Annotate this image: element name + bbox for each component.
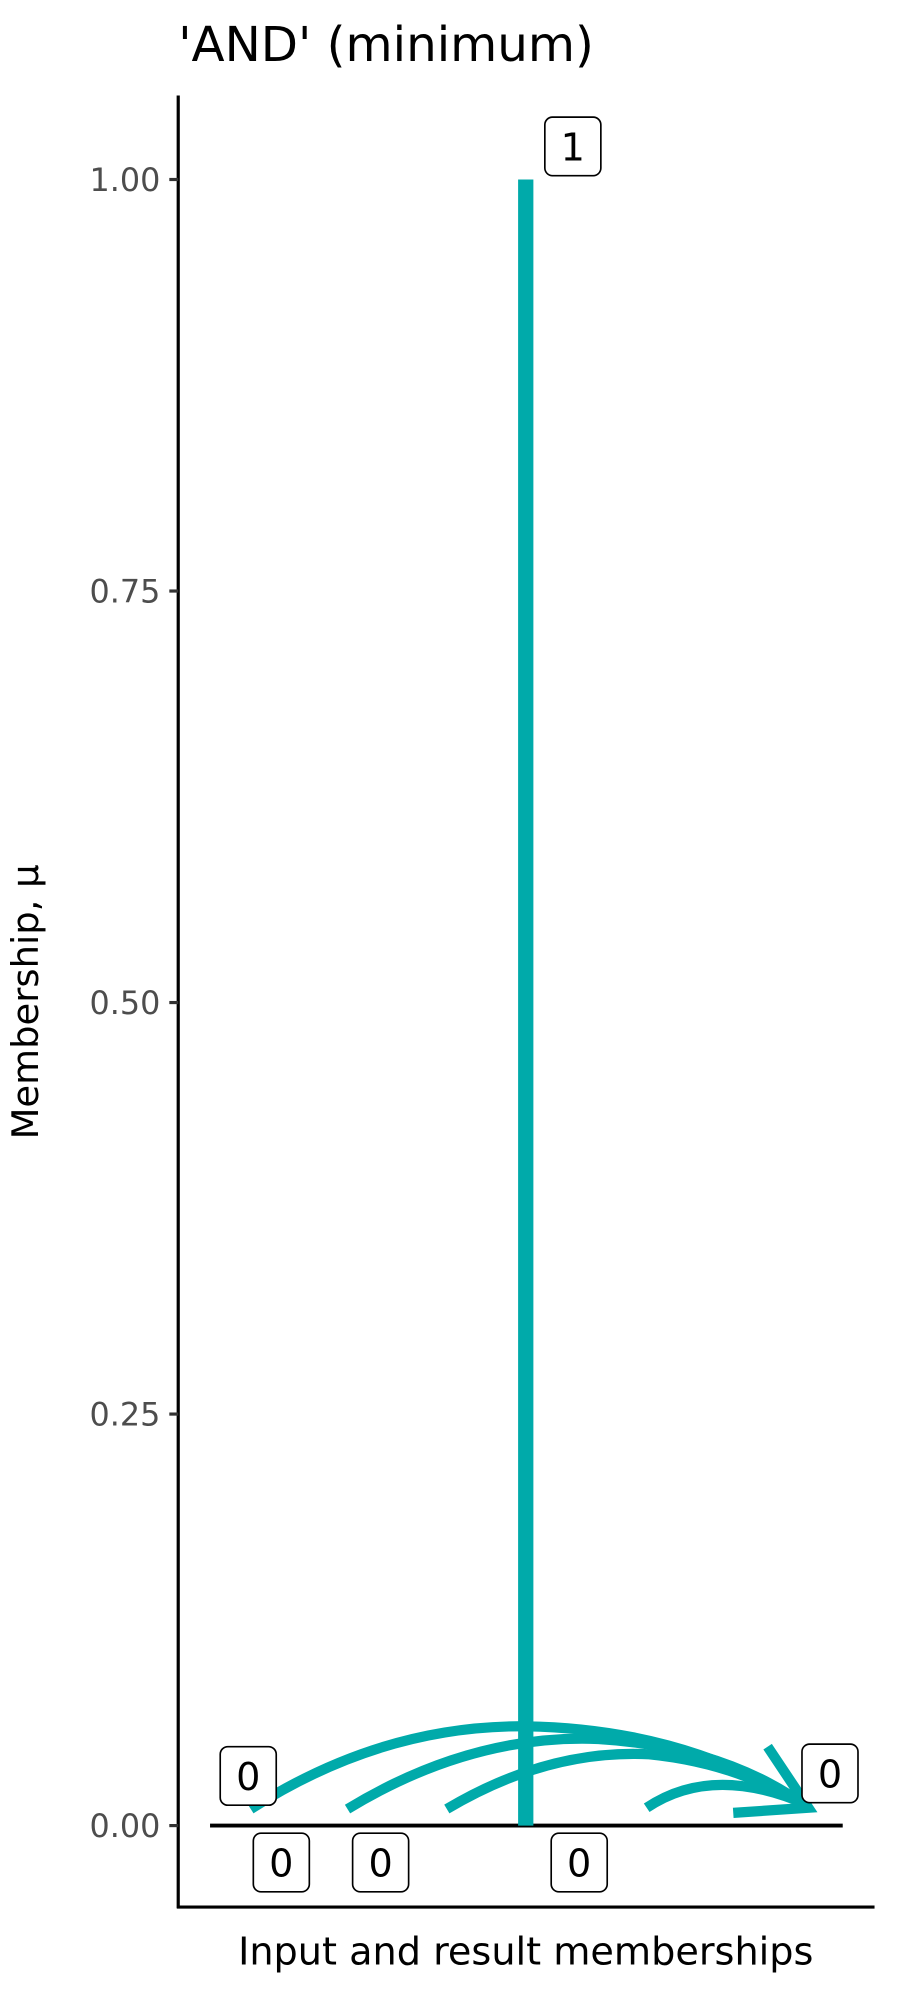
data-label-box [550, 1832, 609, 1893]
data-label: 0 [269, 1843, 293, 1887]
arrow-head [732, 1743, 818, 1818]
data-label-box [801, 1743, 859, 1804]
chart-title: 'AND' (minimum) [178, 17, 594, 73]
data-label: 1 [561, 126, 585, 170]
y-tick-label: 0.00 [90, 1807, 161, 1845]
data-label: 0 [236, 1756, 260, 1800]
y-tick-label: 0.50 [90, 984, 161, 1022]
data-label-box [219, 1745, 278, 1807]
y-tick-label: 0.25 [90, 1396, 161, 1434]
y-axis: 0.00 0.25 0.50 0.75 1.00 [90, 95, 180, 1909]
data-label: 0 [567, 1843, 591, 1887]
data-label-box [252, 1832, 311, 1893]
arrow-curve [444, 1748, 812, 1814]
data-label-box [544, 116, 602, 177]
data-label: 0 [368, 1843, 392, 1887]
data-label-box [351, 1832, 410, 1893]
data-label: 0 [818, 1753, 842, 1797]
y-tick-label: 0.75 [90, 572, 161, 610]
arrow-curve [643, 1779, 811, 1813]
x-axis-label: Input and result memberships [238, 1930, 813, 1974]
y-tick-label: 1.00 [90, 161, 161, 199]
y-axis-label: Membership, μ [4, 864, 47, 1139]
